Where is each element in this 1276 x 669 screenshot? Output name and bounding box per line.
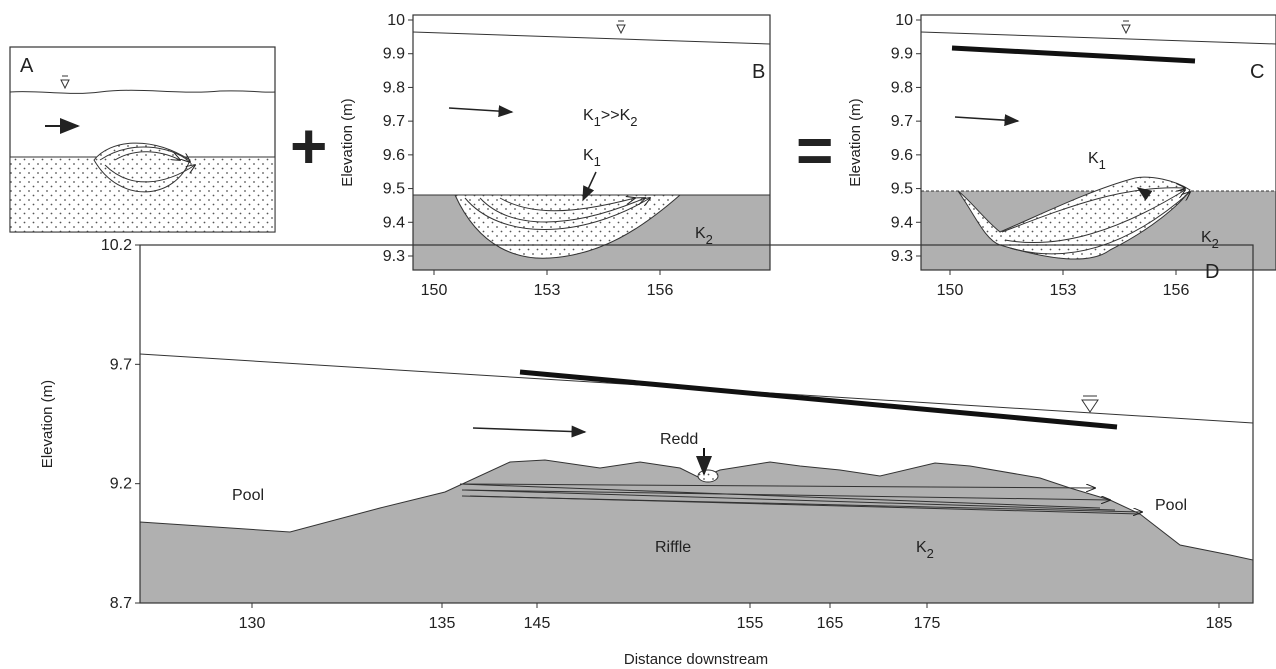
y-tick-label: 9.4 — [891, 214, 913, 231]
x-tick-label: 150 — [421, 282, 448, 299]
y-tick-label: 9.5 — [891, 181, 913, 198]
x-tick-label: 175 — [914, 615, 941, 632]
k-text: >>K — [601, 107, 631, 124]
k-label: K1>>K2 — [583, 107, 638, 129]
y-tick-label: 9.7 — [891, 113, 913, 130]
redd-label: Redd — [660, 431, 698, 448]
y-tick-label: 9.3 — [383, 248, 405, 265]
subscript: 2 — [1212, 236, 1219, 251]
y-tick-label: 9.4 — [383, 214, 405, 231]
x-tick-label: 153 — [534, 282, 561, 299]
k-label: K1 — [1088, 150, 1106, 172]
x-tick-label: 150 — [937, 282, 964, 299]
x-tick-label: 185 — [1206, 615, 1233, 632]
plus-sign: + — [290, 110, 327, 182]
y-tick-label: 9.6 — [891, 147, 913, 164]
y-axis-label: Elevation (m) — [847, 98, 864, 186]
y-tick-label: 9.2 — [110, 476, 132, 493]
y-tick-label: 9.5 — [383, 181, 405, 198]
y-tick-label: 9.8 — [891, 79, 913, 96]
panel-label: D — [1205, 261, 1219, 283]
y-tick-label: 9.9 — [891, 46, 913, 63]
k-label: K2 — [695, 225, 713, 247]
y-tick-label: 9.7 — [110, 356, 132, 373]
panel-label: B — [752, 61, 765, 83]
k-text: K — [583, 147, 594, 164]
x-tick-label: 156 — [1163, 282, 1190, 299]
riffle-label: Riffle — [655, 539, 691, 556]
x-tick-label: 155 — [737, 615, 764, 632]
x-tick-label: 156 — [647, 282, 674, 299]
x-tick-label: 130 — [239, 615, 266, 632]
subscript: 2 — [630, 114, 637, 129]
panel-c: C 10 9.9 9.8 9.7 9.6 9.5 9.4 9.3 150 153 156 Elevat… — [847, 12, 1276, 299]
subscript: 1 — [594, 154, 601, 169]
k-text: K — [1088, 150, 1099, 167]
pool-label: Pool — [232, 487, 264, 504]
k-text: K — [583, 107, 594, 124]
k-label: K2 — [1201, 229, 1219, 251]
subscript: 1 — [1099, 157, 1106, 172]
x-tick-label: 145 — [524, 615, 551, 632]
y-tick-label: 9.7 — [383, 113, 405, 130]
y-tick-label: 9.3 — [891, 248, 913, 265]
y-tick-label: 9.8 — [383, 79, 405, 96]
y-tick-label: 10.2 — [101, 237, 132, 254]
panel-label: A — [20, 55, 34, 77]
panel-label: C — [1250, 61, 1264, 83]
equals-sign: = — [796, 114, 833, 186]
x-tick-label: 165 — [817, 615, 844, 632]
panel-b: B 10 9.9 9.8 9.7 9.6 9.5 9.4 9.3 150 153 156 Elevat… — [339, 12, 771, 299]
x-tick-label: 153 — [1050, 282, 1077, 299]
y-tick-label: 9.6 — [383, 147, 405, 164]
k-text: K — [695, 225, 706, 242]
x-axis-label: Distance downstream — [624, 651, 768, 668]
panel-d: D Pool Pool Riffle Redd 10.2 9.7 9.2 8.7 130… — [39, 237, 1254, 668]
y-axis-label: Elevation (m) — [39, 380, 56, 468]
k-label: K1 — [583, 147, 601, 169]
subscript: 2 — [706, 232, 713, 247]
y-tick-label: 10 — [387, 12, 405, 29]
y-tick-label: 10 — [895, 12, 913, 29]
pool-label: Pool — [1155, 497, 1187, 514]
subscript: 1 — [594, 114, 601, 129]
y-axis-label: Elevation (m) — [339, 98, 356, 186]
k-text: K — [1201, 229, 1212, 246]
k-label: K2 — [916, 539, 934, 561]
y-tick-label: 8.7 — [110, 595, 132, 612]
panel-a: A — [9, 46, 276, 233]
y-tick-label: 9.9 — [383, 46, 405, 63]
subscript: 2 — [927, 546, 934, 561]
k-text: K — [916, 539, 927, 556]
x-tick-label: 135 — [429, 615, 456, 632]
